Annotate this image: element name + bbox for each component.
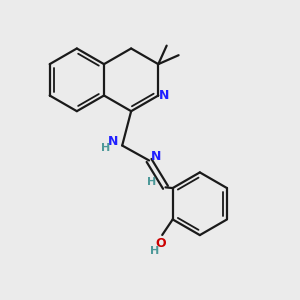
Text: H: H bbox=[150, 246, 159, 256]
Text: N: N bbox=[158, 89, 169, 102]
Text: N: N bbox=[108, 135, 119, 148]
Text: N: N bbox=[150, 150, 161, 163]
Text: O: O bbox=[155, 237, 166, 250]
Text: H: H bbox=[147, 177, 157, 187]
Text: H: H bbox=[101, 143, 110, 153]
